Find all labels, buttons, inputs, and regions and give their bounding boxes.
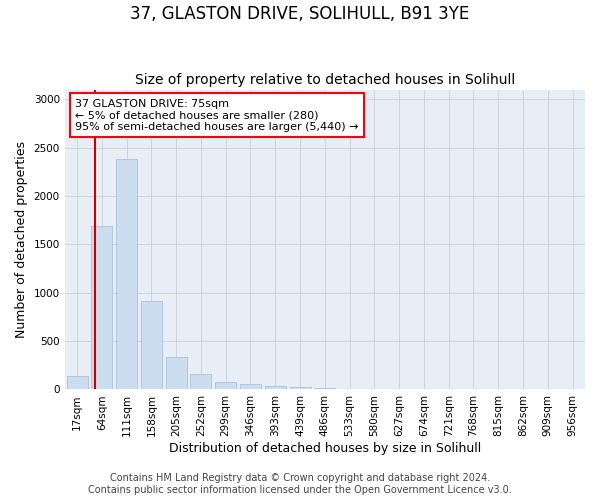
Bar (116, 159, 137, 390)
Bar (91, 226, 112, 390)
Bar (265, 386, 286, 390)
Text: 37 GLASTON DRIVE: 75sqm
← 5% of detached houses are smaller (280)
95% of semi-de: 37 GLASTON DRIVE: 75sqm ← 5% of detached… (75, 98, 359, 132)
Y-axis label: Number of detached properties: Number of detached properties (15, 141, 28, 338)
Bar (215, 382, 236, 390)
Bar (166, 356, 187, 390)
Bar (240, 384, 261, 390)
Title: Size of property relative to detached houses in Solihull: Size of property relative to detached ho… (135, 73, 515, 87)
Text: 37, GLASTON DRIVE, SOLIHULL, B91 3YE: 37, GLASTON DRIVE, SOLIHULL, B91 3YE (130, 5, 470, 23)
Bar (190, 374, 211, 390)
Text: Contains HM Land Registry data © Crown copyright and database right 2024.
Contai: Contains HM Land Registry data © Crown c… (88, 474, 512, 495)
Bar (141, 302, 162, 390)
Bar (67, 376, 88, 390)
Bar (290, 387, 311, 390)
Bar (314, 388, 335, 390)
X-axis label: Distribution of detached houses by size in Solihull: Distribution of detached houses by size … (169, 442, 481, 455)
